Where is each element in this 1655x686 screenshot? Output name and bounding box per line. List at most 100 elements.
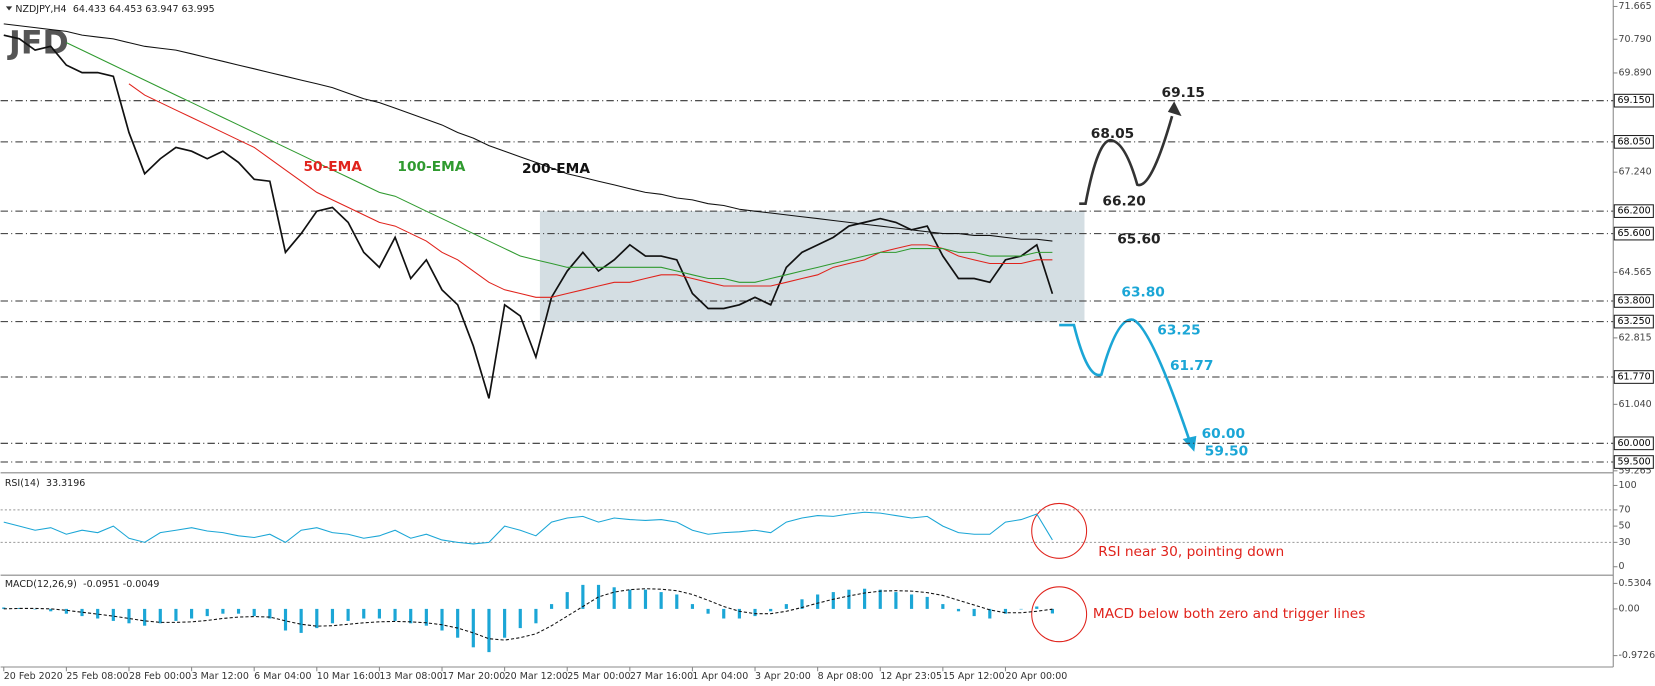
histogram-bar (503, 608, 507, 638)
histogram-bar (1035, 606, 1039, 609)
level-annotation: 66.20 (1102, 194, 1145, 210)
level-axis-label: 66.200 (1617, 206, 1650, 217)
x-tick-label: 20 Feb 2020 (4, 671, 63, 682)
histogram-bar (456, 608, 460, 638)
histogram-bar (174, 608, 178, 621)
level-axis-label: 69.150 (1617, 95, 1650, 106)
x-tick-label: 17 Mar 20:00 (442, 671, 505, 682)
histogram-bar (612, 587, 616, 609)
level-annotation: 69.15 (1162, 85, 1205, 101)
panel-title: MACD(12,26,9) (5, 579, 77, 590)
histogram-bar (330, 608, 335, 624)
histogram-bar (706, 608, 710, 614)
x-tick-label: 10 Mar 16:00 (317, 671, 380, 682)
y-tick-label: 70 (1619, 504, 1631, 515)
histogram-bar (863, 588, 867, 609)
histogram-bar (80, 608, 84, 617)
level-annotation: 68.05 (1091, 126, 1134, 142)
series-line (3, 34, 1054, 399)
level-axis-label: 68.050 (1617, 136, 1650, 147)
panel-annotation: MACD below both zero and trigger lines (1093, 606, 1365, 622)
histogram-bar (565, 592, 569, 609)
x-tick-label: 6 Mar 04:00 (254, 671, 311, 682)
histogram-bar (205, 608, 209, 617)
histogram-bar (549, 604, 554, 609)
x-tick-label: 3 Apr 20:00 (755, 671, 811, 682)
y-tick-label: 30 (1619, 537, 1631, 548)
histogram-bar (236, 608, 241, 614)
level-annotation: 63.80 (1121, 284, 1164, 300)
histogram-bar (847, 589, 851, 609)
level-label-box (1613, 226, 1654, 241)
level-annotation: 61.77 (1170, 358, 1213, 374)
x-tick-label: 12 Apr 23:05 (880, 671, 942, 682)
level-label-box (1613, 93, 1654, 108)
y-tick-label: 67.240 (1619, 167, 1652, 178)
histogram-bar (409, 608, 413, 624)
histogram-bar (659, 592, 663, 609)
y-tick-label: 0 (1619, 561, 1625, 572)
histogram-bar (972, 608, 976, 617)
bullish-arrow-head (1167, 101, 1182, 117)
x-tick-label: 15 Apr 12:00 (943, 671, 1005, 682)
level-axis-label: 63.250 (1617, 316, 1650, 327)
y-tick-label: 71.665 (1619, 1, 1652, 12)
histogram-bar (268, 608, 272, 619)
histogram-bar (2, 607, 6, 609)
x-tick-label: 27 Mar 16:00 (630, 671, 693, 682)
level-label-box (1613, 455, 1654, 469)
x-tick-label: 20 Apr 00:00 (1005, 671, 1067, 682)
histogram-bar (878, 589, 882, 609)
series-line (66, 42, 1053, 283)
panel-title: NZDJPY,H4 (15, 4, 66, 15)
histogram-bar (581, 584, 585, 609)
histogram-bar (1003, 608, 1008, 614)
series-label: 200-EMA (522, 161, 590, 177)
histogram-bar (393, 608, 397, 621)
histogram-bar (96, 608, 100, 619)
histogram-bar (377, 608, 381, 619)
level-annotation: 60.00 (1202, 426, 1245, 442)
histogram-bar (925, 596, 929, 609)
histogram-bar (956, 608, 961, 612)
x-tick-label: 3 Mar 12:00 (192, 671, 249, 682)
y-tick-label: 100 (1619, 480, 1637, 491)
histogram-bar (534, 608, 538, 624)
histogram-bar (424, 608, 428, 626)
level-label-box (1613, 436, 1654, 451)
y-tick-label: 69.890 (1619, 67, 1652, 78)
panel-annotation: RSI near 30, pointing down (1098, 544, 1284, 560)
histogram-bar (909, 594, 914, 609)
level-label-box (1613, 370, 1654, 384)
histogram-bar (127, 608, 131, 624)
histogram-bar (158, 608, 162, 624)
histogram-bar (784, 604, 788, 609)
x-tick-label: 25 Mar 00:00 (567, 671, 630, 682)
histogram-bar (252, 608, 256, 617)
histogram-bar (831, 592, 835, 609)
histogram-bar (941, 604, 945, 609)
macd-highlight-circle (1031, 586, 1088, 643)
histogram-bar (769, 608, 773, 612)
rsi-highlight-circle (1031, 502, 1088, 559)
range-box (539, 211, 1085, 322)
histogram-bar (33, 608, 37, 610)
level-label-box (1613, 294, 1654, 308)
histogram-bar (17, 607, 22, 609)
level-annotation: 59.50 (1205, 444, 1248, 460)
histogram-bar (800, 599, 804, 609)
histogram-bar (64, 608, 68, 614)
series-line (3, 23, 1053, 242)
histogram-bar (675, 594, 679, 609)
y-tick-label: 62.815 (1619, 332, 1652, 343)
series-line (128, 83, 1053, 298)
panel-title: RSI(14) (5, 478, 40, 489)
histogram-bar (1019, 608, 1023, 610)
x-tick-label: 1 Apr 04:00 (692, 671, 748, 682)
level-label-box (1613, 204, 1654, 218)
y-tick-label: 64.565 (1619, 267, 1652, 278)
histogram-bar (49, 608, 53, 612)
level-annotation: 65.60 (1117, 232, 1160, 248)
histogram-bar (362, 608, 366, 619)
